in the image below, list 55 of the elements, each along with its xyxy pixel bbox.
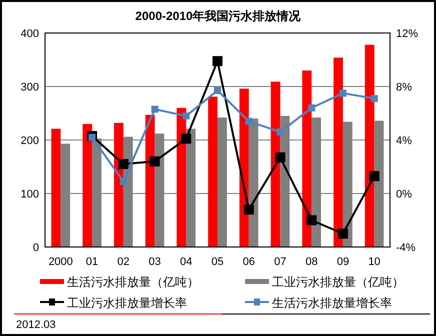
point [339,90,346,97]
point [214,87,221,94]
point [369,171,380,182]
x-tick-label: 09 [336,256,350,268]
x-tick-label: 01 [86,256,98,268]
point [275,152,286,162]
bar [82,124,92,247]
point [308,104,316,112]
bar [302,70,312,247]
y2-tick-label: 8% [396,82,412,94]
y2-tick-label: -4% [396,242,416,254]
point [181,134,192,144]
y-tick-label: 0 [32,242,39,254]
point [118,159,128,170]
y-tick-label: 100 [20,188,39,200]
bar [208,96,218,247]
y-tick-label: 300 [20,82,39,94]
bar [334,58,343,247]
y2-tick-label: 4% [396,135,412,147]
y2-tick-label: 0% [396,188,412,200]
x-tick-label: 07 [274,256,286,268]
bar [145,114,155,247]
y2-tick-label: 12% [396,28,418,40]
y-tick-label: 200 [20,135,39,147]
point [120,178,127,185]
legend-label: 工业污水排放量增长率 [67,296,187,310]
point [150,156,160,166]
legend-label: 生活污水排放量（亿吨） [67,275,199,289]
legend-label: 工业污水排放量（亿吨） [272,275,404,289]
chart-title: 2000-2010年我国污水排放情况 [135,9,302,23]
y-tick-label: 400 [20,28,39,40]
bar [51,128,61,247]
legend-label: 生活污水排放量增长率 [272,296,392,310]
x-tick-label: 06 [242,256,255,268]
text: 2012.03 [16,319,56,331]
point [88,134,96,141]
point [306,215,317,226]
point [212,56,222,66]
point [151,106,158,113]
point [370,95,378,102]
x-tick-label: 08 [305,256,318,268]
x-tick-label: 04 [180,256,192,268]
x-tick-label: 03 [148,256,161,268]
point [276,128,284,136]
x-tick-label: 10 [368,256,380,268]
bar [364,44,374,247]
x-tick-label: 2000 [48,256,73,268]
x-tick-label: 05 [211,256,224,268]
point [245,118,252,125]
point [244,204,254,215]
point [338,228,348,239]
x-tick-label: 02 [117,256,130,268]
point [182,112,190,120]
bar [114,122,124,247]
bar [176,108,186,247]
